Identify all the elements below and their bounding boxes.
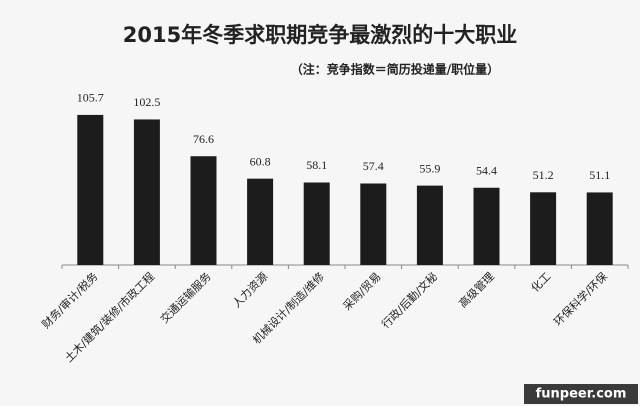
bar [303, 182, 330, 265]
bar [586, 192, 613, 265]
value-label: 58.1 [306, 158, 327, 172]
value-label: 76.6 [193, 132, 214, 146]
chart-title: 2015年冬季求职期竞争最激烈的十大职业 [123, 23, 517, 47]
value-label: 51.2 [533, 168, 554, 182]
chart-subtitle: （注：竞争指数＝简历投递量/职位量） [291, 62, 499, 77]
value-label: 51.1 [589, 168, 610, 182]
bar [416, 185, 443, 265]
watermark: funpeer.com [536, 387, 627, 402]
value-label: 60.8 [250, 154, 271, 168]
bar [247, 178, 274, 265]
bar [133, 119, 160, 265]
value-label: 55.9 [419, 161, 440, 175]
watermark-bg [524, 384, 638, 404]
bar [530, 192, 557, 265]
value-label: 54.4 [476, 164, 497, 178]
bar [77, 114, 104, 265]
value-label: 105.7 [77, 91, 104, 105]
bar [190, 156, 217, 265]
value-label: 102.5 [133, 95, 160, 109]
value-label: 57.4 [363, 159, 384, 173]
bar [473, 187, 500, 265]
bar [360, 183, 387, 265]
